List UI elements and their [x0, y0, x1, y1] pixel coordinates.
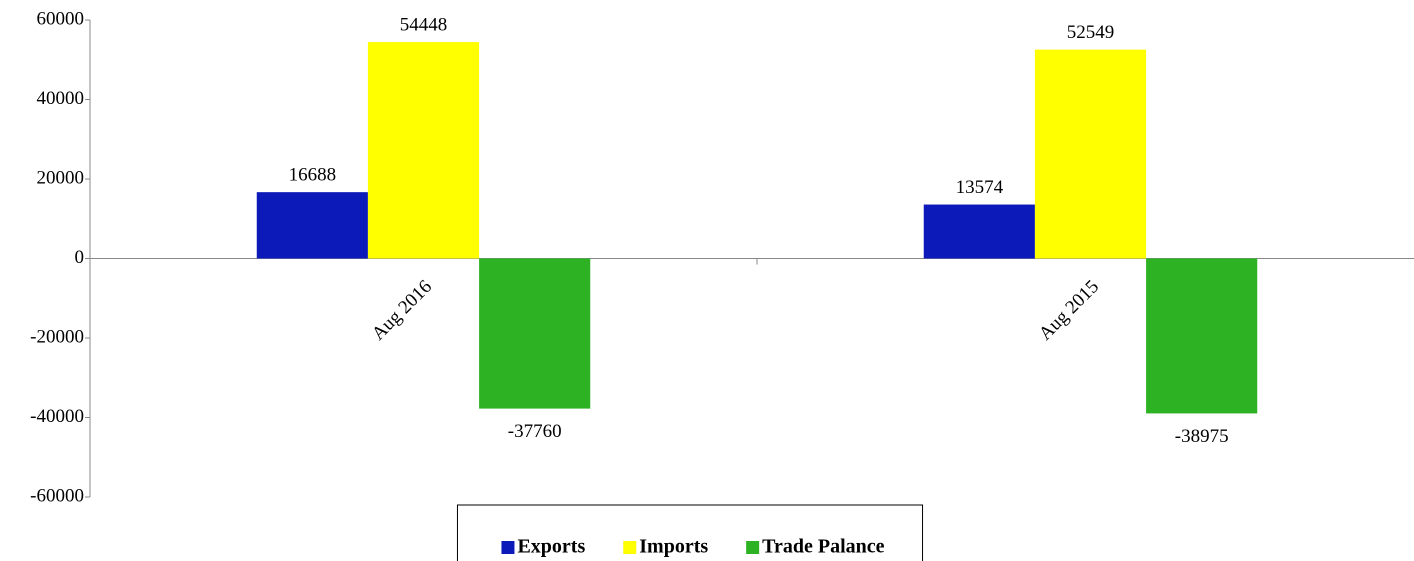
legend-swatch [746, 541, 760, 554]
legend-label: Imports [639, 536, 708, 558]
bar [479, 258, 591, 409]
legend-box [456, 504, 924, 561]
y-tick-label: -40000 [30, 406, 84, 427]
bar [1146, 258, 1258, 414]
y-tick-label: -60000 [30, 485, 84, 506]
y-tick-label: 20000 [37, 167, 85, 188]
y-tick-label: -20000 [30, 326, 84, 347]
data-label: 16688 [289, 165, 337, 186]
legend-label: Trade Palance [762, 536, 885, 558]
bar [367, 42, 480, 259]
data-label: -37760 [508, 421, 562, 442]
x-tick-label: Aug 2016 [368, 276, 436, 344]
x-tick-label: Aug 2015 [1035, 276, 1103, 344]
y-tick-label: 0 [75, 247, 85, 268]
data-label: 13574 [956, 177, 1004, 198]
legend-label: Exports [517, 536, 585, 558]
legend-swatch [501, 541, 515, 554]
bar [256, 192, 368, 259]
data-label: -38975 [1175, 426, 1229, 447]
legend: Exports Imports Trade Palance [456, 504, 924, 561]
legend-swatch [623, 541, 637, 554]
data-label: 54448 [400, 14, 448, 35]
y-tick-label: 40000 [37, 88, 85, 109]
data-label: 52549 [1067, 22, 1115, 43]
y-tick-label: 60000 [37, 8, 85, 29]
bar [1034, 49, 1147, 259]
bar [923, 204, 1035, 259]
